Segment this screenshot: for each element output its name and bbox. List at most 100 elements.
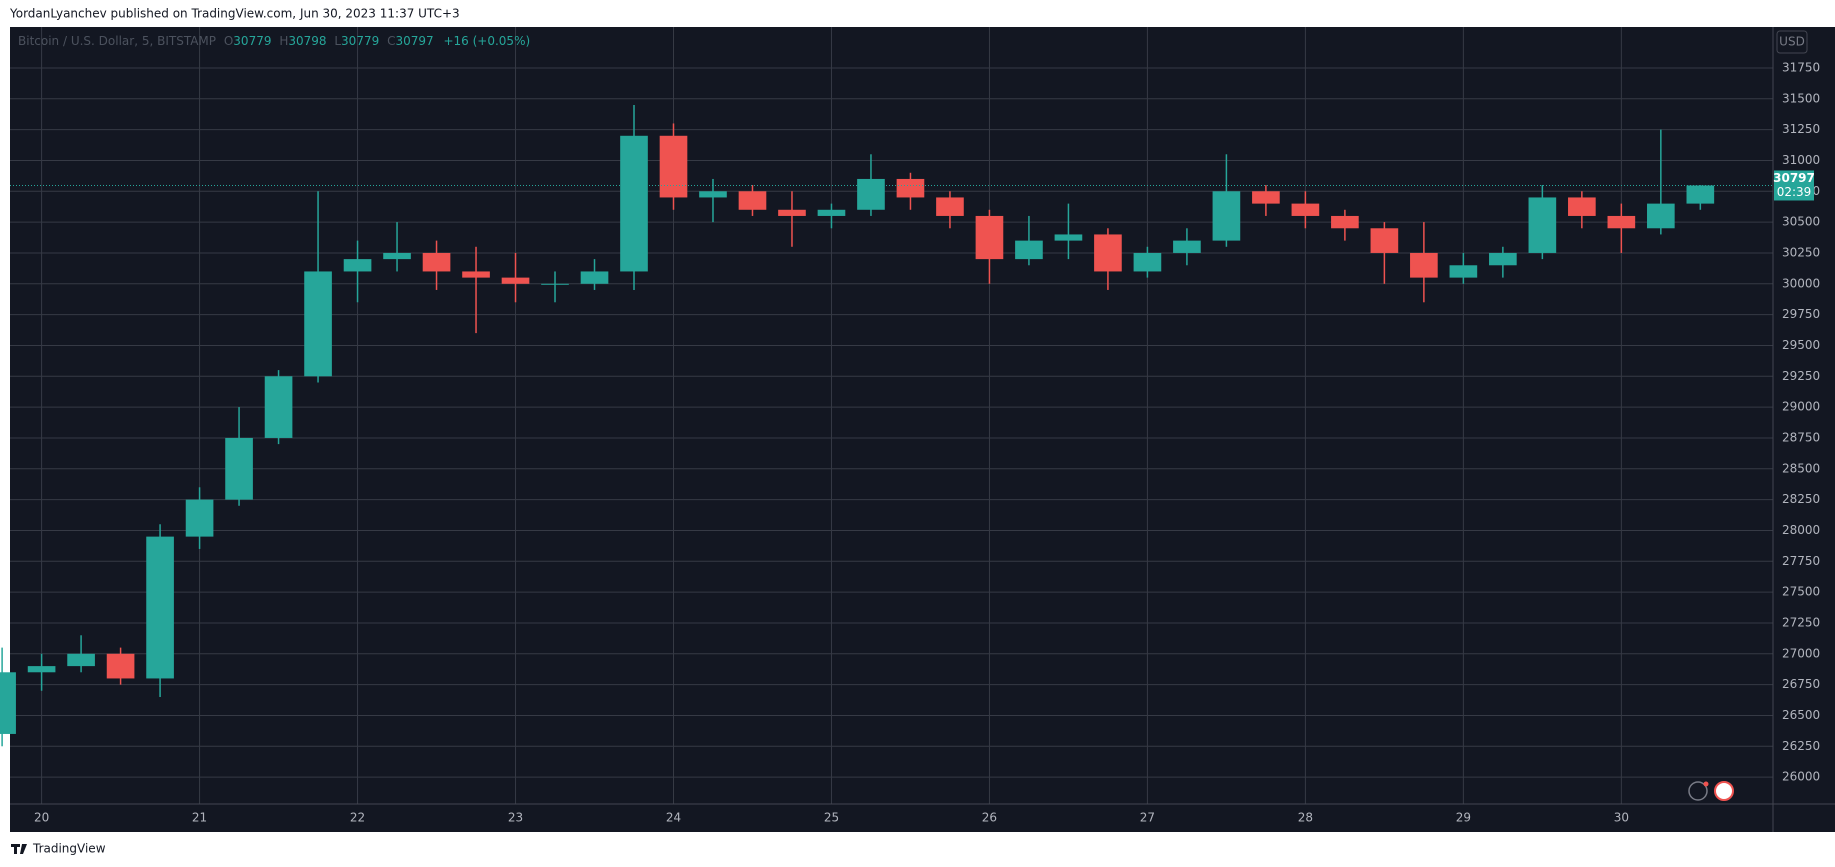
candle-body bbox=[1331, 215, 1359, 229]
status-icons bbox=[1688, 781, 1734, 801]
candle-body bbox=[659, 135, 688, 198]
brand-logo[interactable] bbox=[11, 844, 27, 854]
x-tick-label: 29 bbox=[1456, 811, 1471, 825]
legend: Bitcoin / U.S. Dollar, 5, BITSTAMP O3077… bbox=[18, 34, 530, 48]
candle-body bbox=[1449, 265, 1478, 278]
candle-body bbox=[1686, 185, 1715, 204]
bar-countdown: 02:39 bbox=[1777, 185, 1812, 199]
x-tick-label: 26 bbox=[982, 811, 997, 825]
y-tick-label: 30250 bbox=[1782, 245, 1820, 259]
footer-brand[interactable]: TradingView bbox=[32, 842, 106, 856]
y-tick-label: 29750 bbox=[1782, 307, 1820, 321]
candles bbox=[0, 104, 1715, 747]
candle-body bbox=[778, 209, 806, 216]
last-price-box bbox=[1774, 170, 1814, 201]
y-tick-label: 31500 bbox=[1782, 91, 1820, 105]
candle-body bbox=[422, 252, 451, 272]
legend-label: O bbox=[224, 34, 233, 48]
legend-label: H bbox=[279, 34, 288, 48]
candle-body bbox=[1410, 252, 1438, 278]
x-tick-label: 24 bbox=[666, 811, 681, 825]
legend-value: 30779 bbox=[233, 34, 271, 48]
header-title: YordanLyanchev published on TradingView.… bbox=[9, 7, 460, 21]
candle-body bbox=[0, 672, 16, 734]
candle-body bbox=[975, 215, 1004, 260]
x-tick-label: 27 bbox=[1140, 811, 1155, 825]
y-tick-label: 28000 bbox=[1782, 523, 1820, 537]
candle-body bbox=[1094, 234, 1122, 272]
candle-body bbox=[27, 666, 56, 673]
candle-body bbox=[1647, 203, 1675, 229]
y-tick-label: 31250 bbox=[1782, 122, 1820, 136]
legend-value: 30779 bbox=[341, 34, 379, 48]
candle-body bbox=[304, 271, 332, 377]
candle-body bbox=[185, 499, 214, 537]
y-tick-label: 31750 bbox=[1782, 60, 1820, 74]
y-tick-label: 29000 bbox=[1782, 400, 1820, 414]
y-tick-label: 29500 bbox=[1782, 338, 1820, 352]
last-price-label: 30797 bbox=[1773, 171, 1815, 185]
x-tick-label: 20 bbox=[34, 811, 49, 825]
candle-body bbox=[343, 259, 372, 272]
candle-body bbox=[1568, 197, 1596, 216]
y-tick-label: 28500 bbox=[1782, 461, 1820, 475]
x-tick-label: 21 bbox=[192, 811, 207, 825]
legend-symbol: Bitcoin / U.S. Dollar, 5, BITSTAMP bbox=[18, 34, 216, 48]
candle-body bbox=[1607, 215, 1636, 229]
candle-body bbox=[738, 191, 767, 210]
y-tick-label: 30500 bbox=[1782, 215, 1820, 229]
y-tick-label: 27500 bbox=[1782, 585, 1820, 599]
candle-body bbox=[1212, 191, 1241, 241]
x-tick-label: 23 bbox=[508, 811, 523, 825]
y-tick-label: 27250 bbox=[1782, 615, 1820, 629]
candle-body bbox=[146, 536, 174, 679]
currency[interactable]: USD bbox=[1779, 35, 1805, 49]
y-tick-label: 26500 bbox=[1782, 708, 1820, 722]
candle-body bbox=[896, 178, 925, 198]
candle-body bbox=[699, 191, 727, 198]
candle-body bbox=[1252, 191, 1280, 204]
candle-body bbox=[501, 277, 530, 284]
candle-body bbox=[225, 437, 253, 500]
y-tick-label: 27000 bbox=[1782, 646, 1820, 660]
candle-body bbox=[817, 209, 846, 216]
candle-body bbox=[1291, 203, 1320, 216]
y-tick-label: 30000 bbox=[1782, 276, 1820, 290]
candle-body bbox=[1015, 240, 1043, 260]
y-tick-label: 28250 bbox=[1782, 492, 1820, 506]
lightning-icon[interactable] bbox=[1688, 781, 1708, 801]
y-tick-label: 26750 bbox=[1782, 677, 1820, 691]
x-tick-label: 28 bbox=[1298, 811, 1313, 825]
candle-body bbox=[1173, 240, 1201, 253]
legend-value: 30798 bbox=[288, 34, 326, 48]
notification-dot bbox=[1703, 781, 1709, 787]
candle-body bbox=[106, 653, 135, 679]
candle-body bbox=[1133, 252, 1162, 272]
y-tick-label: 27750 bbox=[1782, 554, 1820, 568]
legend-value: 30797 bbox=[395, 34, 433, 48]
candle-body bbox=[580, 271, 609, 284]
grid bbox=[10, 27, 1773, 804]
legend-label: C bbox=[387, 34, 395, 48]
x-tick-label: 22 bbox=[350, 811, 365, 825]
y-tick-label: 26250 bbox=[1782, 739, 1820, 753]
candle-body bbox=[67, 653, 95, 667]
flag-icon[interactable] bbox=[1714, 781, 1734, 801]
footer-background bbox=[0, 832, 1835, 867]
x-tick-label: 30 bbox=[1614, 811, 1629, 825]
candle-body bbox=[1489, 252, 1517, 266]
chart-background bbox=[10, 27, 1835, 832]
candle-body bbox=[857, 178, 885, 210]
candle-body bbox=[462, 271, 490, 278]
candle-body bbox=[936, 197, 964, 216]
candle-body bbox=[264, 376, 293, 438]
currency-box[interactable] bbox=[1776, 30, 1808, 54]
y-tick-label: 28750 bbox=[1782, 430, 1820, 444]
x-tick-label: 25 bbox=[824, 811, 839, 825]
candle-body bbox=[1370, 228, 1399, 253]
candle-body bbox=[1054, 234, 1083, 241]
legend-label: L bbox=[334, 34, 341, 48]
y-tick-label: 31000 bbox=[1782, 153, 1820, 167]
candle-body bbox=[620, 135, 648, 272]
